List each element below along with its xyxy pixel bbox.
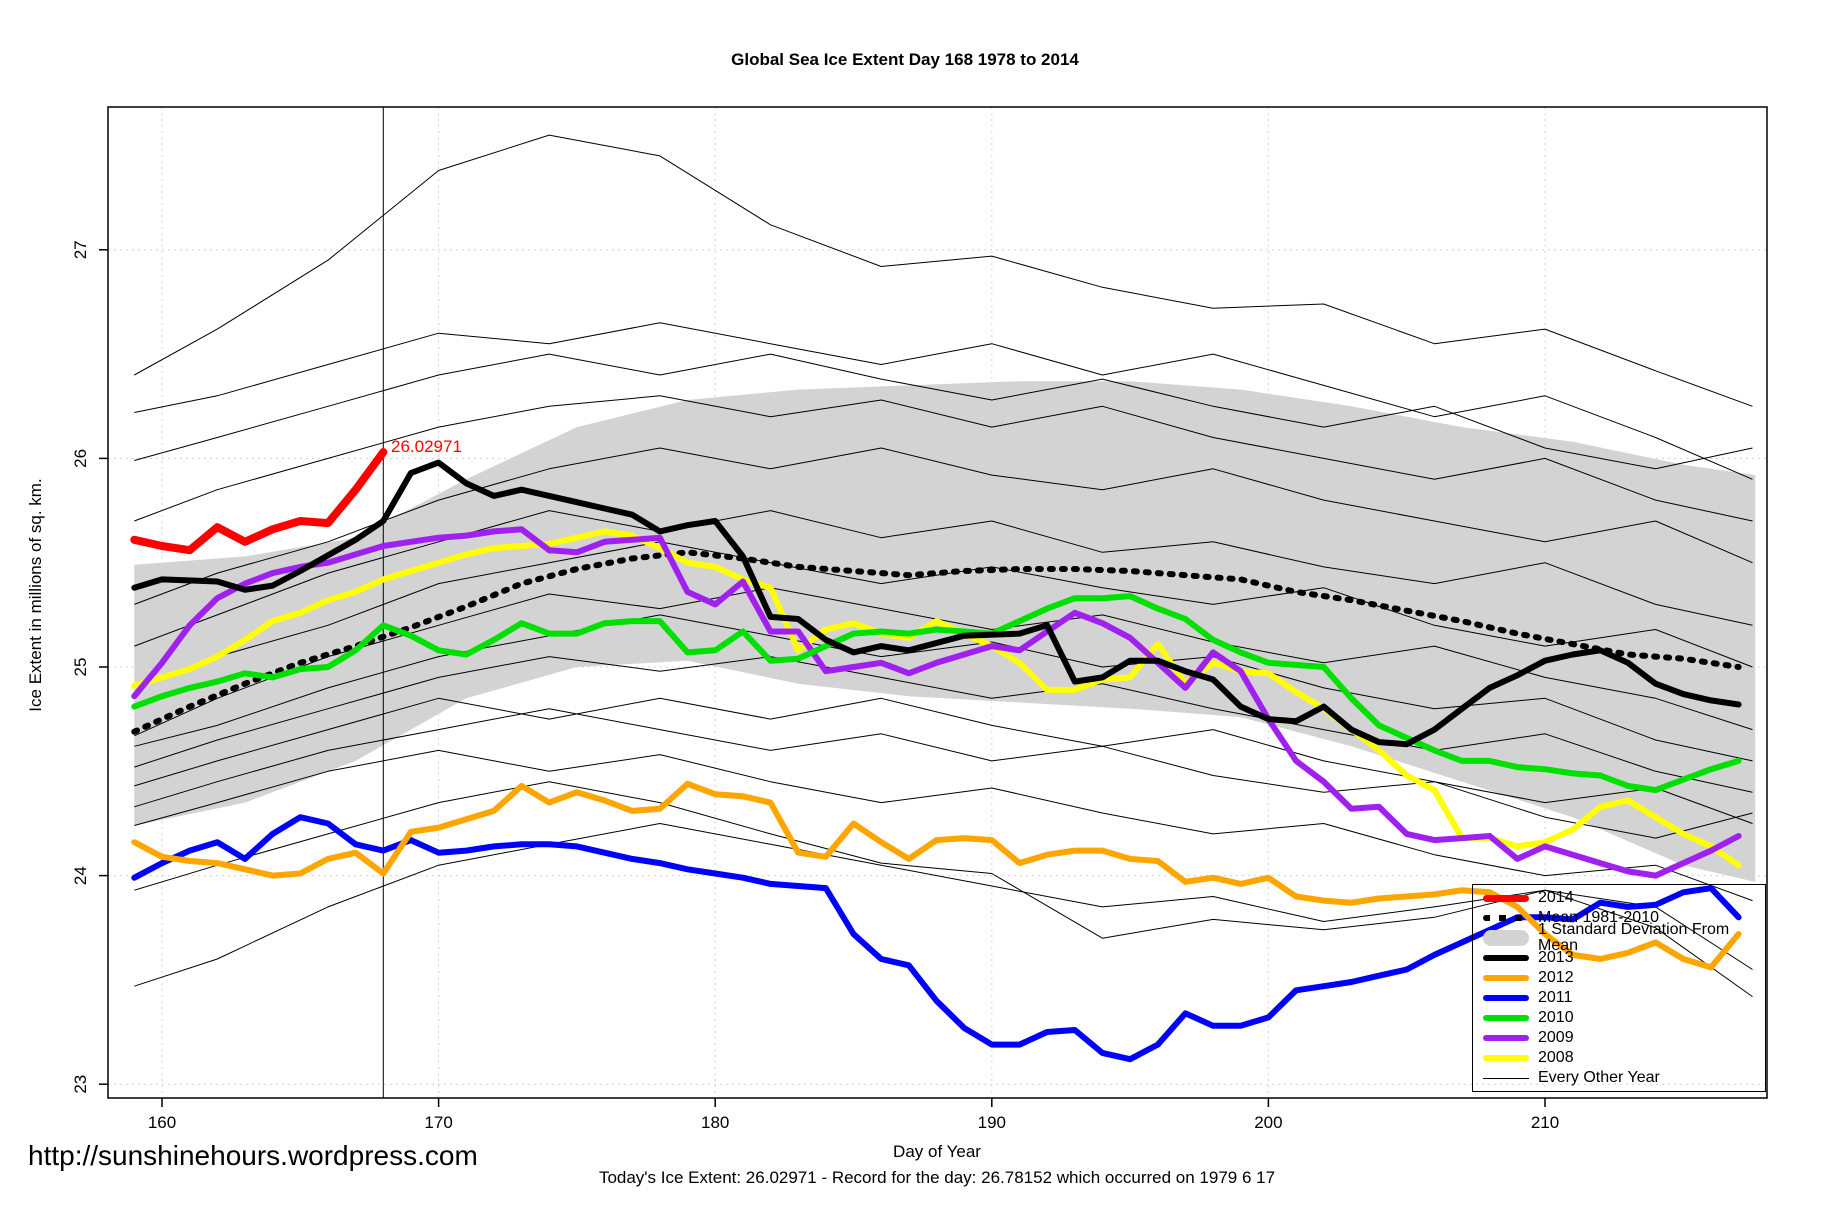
series-2014 xyxy=(130,448,388,555)
legend-label: 1 Standard Deviation From Mean xyxy=(1538,921,1730,954)
x-axis-title: Day of Year xyxy=(893,1142,981,1161)
legend-item-2014: 2014 xyxy=(1483,889,1765,908)
x-tick-label-180: 180 xyxy=(701,1113,729,1132)
legend: 2014 Mean 1981-2010 1 Standard Deviation F… xyxy=(1472,884,1766,1092)
series-2009 xyxy=(131,526,1742,879)
y-tick-label-25: 25 xyxy=(71,658,90,677)
y-axis-title: Ice Extent in millions of sq. km. xyxy=(26,478,45,712)
site-url: http://sunshinehours.wordpress.com xyxy=(28,1140,478,1171)
y-tick-label-27: 27 xyxy=(71,240,90,259)
x-tick-label-190: 190 xyxy=(978,1113,1006,1132)
x-tick-label-210: 210 xyxy=(1531,1113,1559,1132)
every-other-year-line-0 xyxy=(134,134,1753,407)
legend-swatch-icon xyxy=(1483,915,1529,921)
legend-label: 2013 xyxy=(1538,949,1574,966)
legend-swatch-icon xyxy=(1483,995,1529,1001)
legend-label: 2009 xyxy=(1538,1029,1574,1046)
legend-item-2012: 2012 xyxy=(1483,969,1765,988)
x-tick-label-200: 200 xyxy=(1254,1113,1282,1132)
plot-border xyxy=(107,106,1768,1099)
legend-swatch-icon xyxy=(1483,975,1529,981)
legend-swatch-icon xyxy=(1483,955,1529,961)
page-title: Global Sea Ice Extent Day 168 1978 to 20… xyxy=(731,50,1079,69)
legend-swatch-icon xyxy=(1483,1055,1529,1061)
legend-label: 2010 xyxy=(1538,1009,1574,1026)
series-2010 xyxy=(131,593,1742,794)
legend-item-2009: 2009 xyxy=(1483,1029,1765,1048)
legend-label: Mean 1981-2010 xyxy=(1538,909,1659,926)
y-tick-label-23: 23 xyxy=(71,1075,90,1094)
y-tick-label-24: 24 xyxy=(71,866,90,885)
legend-swatch-icon xyxy=(1483,1015,1529,1021)
legend-item-every-other-year: Every Other Year xyxy=(1483,1069,1765,1088)
legend-label: 2014 xyxy=(1538,889,1574,906)
x-tick-label-160: 160 xyxy=(148,1113,176,1132)
todays-extent-subtitle: Today's Ice Extent: 26.02971 - Record fo… xyxy=(598,1168,1276,1187)
legend-label: 2012 xyxy=(1538,969,1574,986)
legend-swatch-icon xyxy=(1483,1035,1529,1041)
legend-item-2011: 2011 xyxy=(1483,989,1765,1008)
legend-item-mean-1981-2010: Mean 1981-2010 xyxy=(1483,909,1765,928)
legend-item-2008: 2008 xyxy=(1483,1049,1765,1068)
x-tick-label-170: 170 xyxy=(424,1113,452,1132)
legend-item-2013: 2013 xyxy=(1483,949,1765,968)
legend-swatch-icon xyxy=(1483,930,1529,946)
y-tick-label-26: 26 xyxy=(71,449,90,468)
legend-label: Every Other Year xyxy=(1538,1069,1660,1086)
today-value-annotation: 26.02971 xyxy=(391,437,462,456)
legend-item-2010: 2010 xyxy=(1483,1009,1765,1028)
series-2012 xyxy=(131,780,1742,971)
legend-item-1-standard-deviation-from-mean: 1 Standard Deviation From Mean xyxy=(1483,922,1765,954)
legend-swatch-icon xyxy=(1483,894,1529,902)
legend-swatch-icon xyxy=(1483,1077,1529,1079)
legend-label: 2008 xyxy=(1538,1049,1574,1066)
legend-label: 2011 xyxy=(1538,989,1573,1006)
series-2013 xyxy=(131,459,1742,748)
